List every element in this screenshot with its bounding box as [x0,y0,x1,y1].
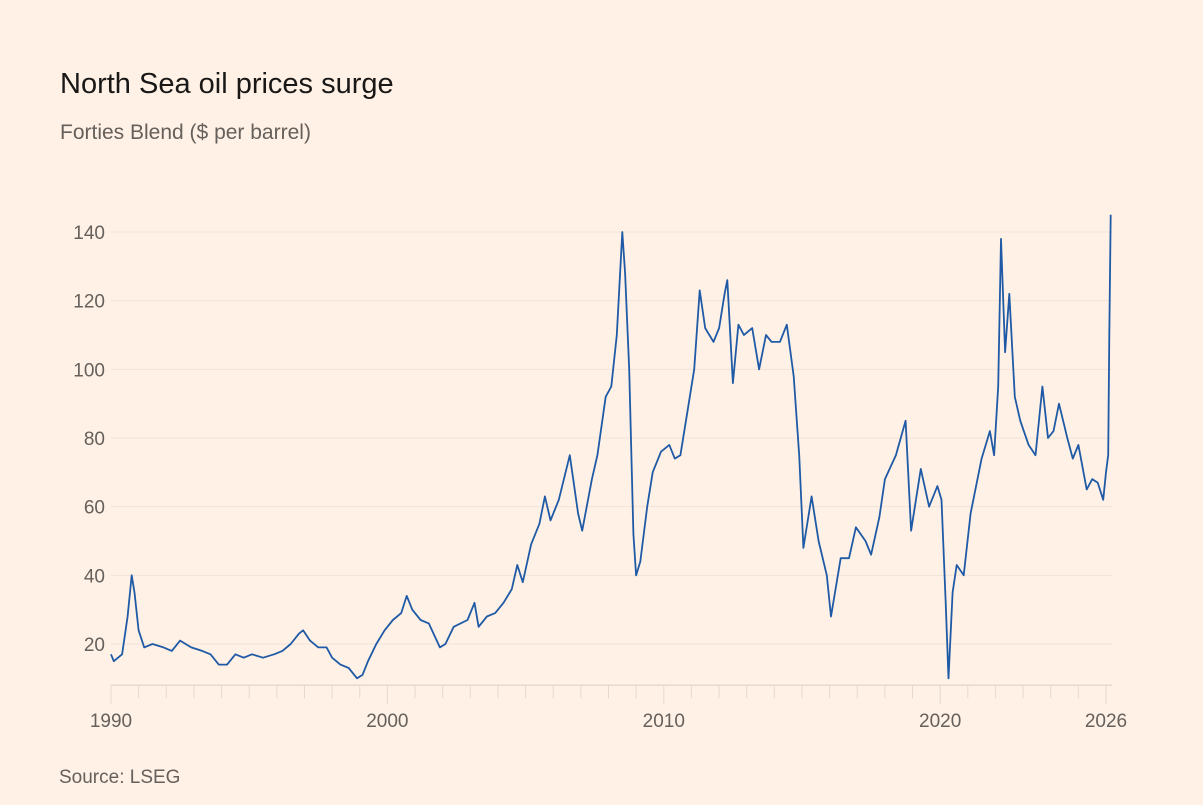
y-tick-label: 100 [73,360,105,381]
x-tick-label: 2010 [643,711,685,732]
x-tick-label: 1990 [90,711,132,732]
y-tick-label: 120 [73,292,105,313]
chart-source: Source: LSEG [59,767,181,788]
y-tick-label: 80 [84,429,105,450]
chart-title: North Sea oil prices surge [60,68,394,100]
y-tick-label: 40 [84,566,105,587]
series-lines [110,214,1112,680]
chart-subtitle: Forties Blend ($ per barrel) [60,121,311,144]
y-axis: 20 40 60 80 100 120 140 [73,223,105,656]
y-tick-label: 140 [73,223,105,244]
y-tick-label: 20 [84,635,105,656]
x-tick-label: 2000 [366,711,408,732]
x-tick-label: 2020 [919,711,961,732]
series-line-forties-blend [110,214,1112,680]
y-tick-label: 60 [84,498,105,519]
gridlines [111,231,1112,645]
x-axis: 1990 2000 2010 2020 2026 [90,684,1127,732]
x-tick-label: 2026 [1085,711,1127,732]
